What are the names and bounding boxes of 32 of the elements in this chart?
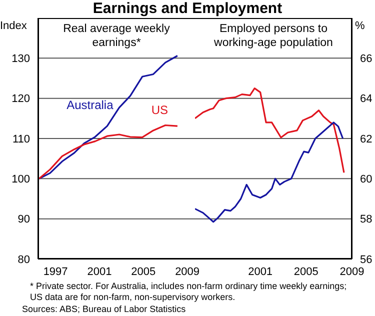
- x-tick-label: 2001: [248, 266, 273, 278]
- y-tick-label: 130: [12, 53, 30, 66]
- line-series: [195, 87, 345, 174]
- text: * Private sector. For Australia, includes non-farm ordinary time weekly earnings; US data are for non-farm, non-supervisory workers.: [30, 281, 348, 303]
- x-tick-label: 2005: [294, 266, 318, 278]
- y-tick-label: 80: [18, 254, 30, 266]
- y-axis-title: Index: [0, 20, 27, 32]
- x-tick-label: 2009: [175, 266, 200, 278]
- source-note: Sources: ABS; Bureau of Labor Statistics: [22, 304, 187, 315]
- text: Employed persons to working-age population: [213, 22, 334, 50]
- y2-tick-label: 58: [360, 214, 372, 226]
- y2-tick-label: 56: [360, 254, 372, 266]
- x-tick-label: 2005: [131, 266, 156, 278]
- line-series: [38, 124, 178, 180]
- y2-axis-title: %: [355, 20, 365, 32]
- line-series: [195, 122, 344, 223]
- y-tick-label: 120: [12, 93, 30, 106]
- series-label: US: [151, 103, 168, 118]
- y2-tick-label: 64: [360, 93, 372, 106]
- line-series: [38, 54, 178, 180]
- y2-tick-label: 66: [360, 53, 372, 66]
- chart-title: Earnings and Employment: [92, 0, 284, 17]
- y-tick-label: 100: [12, 174, 30, 186]
- text: Real average weekly earnings*: [62, 22, 171, 50]
- y2-tick-label: 60: [360, 174, 372, 186]
- x-tick-label: 1997: [43, 266, 68, 278]
- x-tick-label: 2009: [340, 266, 364, 278]
- y-tick-label: 110: [12, 133, 30, 146]
- y-tick-label: 90: [18, 214, 30, 226]
- x-tick-label: 2001: [87, 266, 112, 278]
- series-label: Australia: [66, 98, 114, 112]
- y2-tick-label: 62: [360, 133, 372, 146]
